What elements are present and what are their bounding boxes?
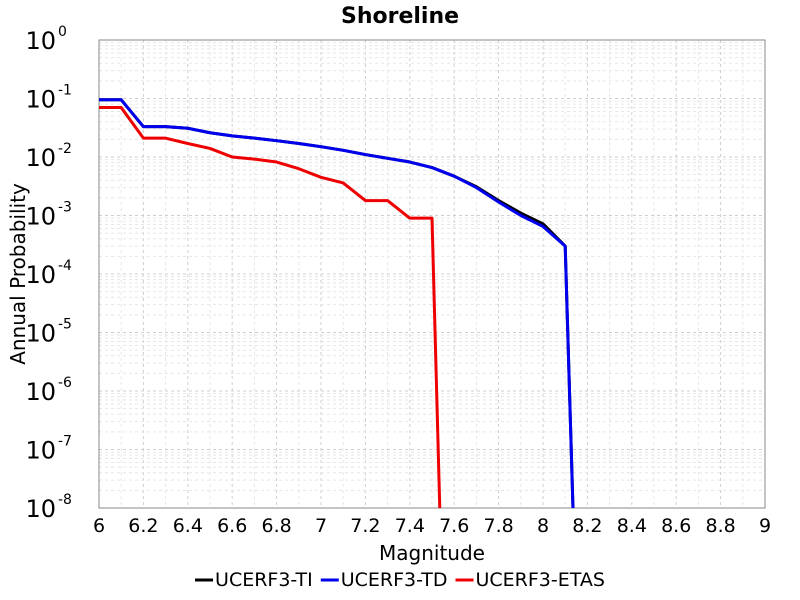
x-tick-label: 6.6	[217, 515, 247, 537]
y-tick-exponent: -5	[58, 317, 72, 333]
y-tick-exponent: -4	[58, 258, 72, 274]
y-tick-exponent: -2	[58, 141, 72, 157]
x-tick-label: 6.4	[173, 515, 203, 537]
y-tick-exponent: -7	[58, 434, 72, 450]
x-tick-label: 7	[315, 515, 327, 537]
y-tick-exponent: -1	[58, 83, 72, 99]
y-tick-base: 10	[25, 27, 56, 55]
y-tick-label: 10 0	[25, 24, 66, 55]
series-line-ucerf3-etas	[99, 106, 442, 509]
y-tick-base: 10	[25, 144, 56, 172]
y-tick-label: 10 -1	[25, 83, 72, 114]
y-tick-label: 10 -2	[25, 141, 72, 172]
x-tick-label: 6.2	[128, 515, 158, 537]
y-tick-label: 10 -8	[25, 492, 72, 523]
y-axis-label: Annual Probability	[6, 183, 30, 365]
y-tick-label: 10 -5	[25, 317, 72, 348]
x-tick-label: 7.2	[350, 515, 380, 537]
x-tick-label: 7.6	[439, 515, 469, 537]
x-tick-labels: 6 6.2 6.4 6.6 6.8 7 7.2 7.4 7.6 7.8 8 8.2 8.4 8.6 8.8 9	[93, 515, 771, 537]
y-tick-exponent: -3	[58, 200, 72, 216]
legend-item: UCERF3-ETAS	[455, 569, 605, 591]
x-tick-label: 8.4	[617, 515, 647, 537]
x-tick-label: 8.2	[572, 515, 602, 537]
x-tick-label: 6.8	[261, 515, 291, 537]
y-tick-exponent: -6	[58, 375, 72, 391]
x-axis-label: Magnitude	[379, 541, 485, 565]
y-tick-label: 10 -6	[25, 375, 72, 406]
legend: UCERF3-TI UCERF3-TD UCERF3-ETAS	[195, 569, 605, 591]
x-tick-label: 7.4	[395, 515, 425, 537]
chart-title: Shoreline	[341, 4, 459, 29]
y-tick-label: 10 -7	[25, 434, 72, 465]
y-tick-base: 10	[25, 86, 56, 114]
plot-frame	[98, 39, 766, 509]
legend-item: UCERF3-TI	[195, 569, 313, 591]
legend-label: UCERF3-TD	[341, 569, 448, 591]
x-tick-label: 9	[759, 515, 771, 537]
x-tick-label: 8	[537, 515, 549, 537]
y-tick-base: 10	[25, 320, 56, 348]
x-tick-label: 8.6	[661, 515, 691, 537]
y-tick-base: 10	[25, 437, 56, 465]
y-tick-base: 10	[25, 378, 56, 406]
series-layer	[99, 98, 575, 509]
y-tick-exponent: -8	[58, 492, 72, 508]
y-tick-base: 10	[25, 203, 56, 231]
y-tick-exponent: 0	[58, 24, 67, 40]
legend-item: UCERF3-TD	[320, 569, 448, 591]
legend-label: UCERF3-ETAS	[476, 569, 605, 591]
x-tick-label: 6	[93, 515, 105, 537]
series-line-ucerf3-td	[99, 98, 575, 509]
y-tick-base: 10	[25, 495, 56, 523]
y-tick-base: 10	[25, 261, 56, 289]
legend-label: UCERF3-TI	[215, 569, 313, 591]
y-tick-label: 10 -4	[25, 258, 72, 289]
y-tick-label: 10 -3	[25, 200, 72, 231]
x-tick-label: 8.8	[705, 515, 735, 537]
x-tick-label: 7.8	[483, 515, 513, 537]
